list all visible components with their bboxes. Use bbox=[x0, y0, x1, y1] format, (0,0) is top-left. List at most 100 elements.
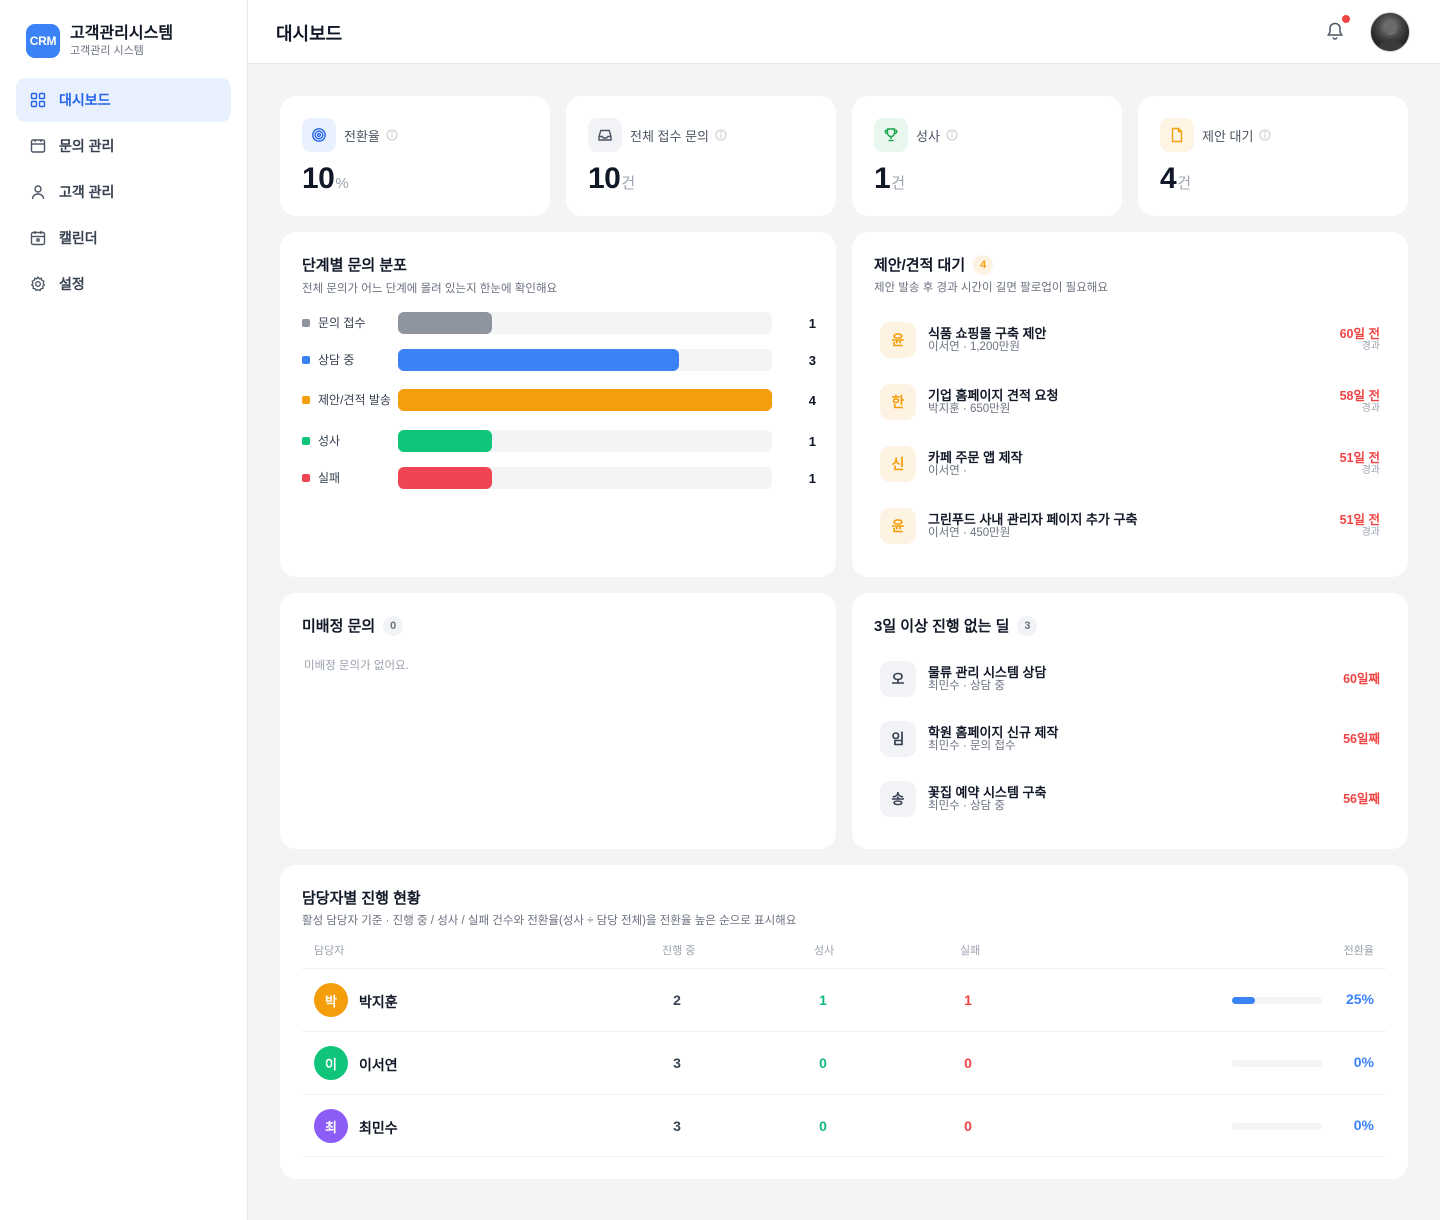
proposal-meta: 이서연 · 1,200만원 bbox=[928, 341, 1020, 353]
stat-label: 제안 대기 bbox=[1202, 128, 1254, 144]
stat-label: 성사 bbox=[916, 128, 940, 144]
legend-dot bbox=[302, 474, 310, 482]
distribution-bar bbox=[398, 430, 492, 452]
elapsed-time: 58일 전 bbox=[1339, 389, 1380, 403]
owner-name: 최민수 bbox=[359, 1120, 398, 1136]
empty-state-text: 미배정 문의가 없어요. bbox=[304, 660, 409, 672]
stalled-deal-item[interactable]: 송 꽃집 예약 시스템 구축 최민수 · 상담 중 56일째 bbox=[880, 779, 1380, 819]
elapsed-time: 51일 전 bbox=[1339, 451, 1380, 465]
lost-count: 1 bbox=[964, 992, 972, 1008]
info-icon[interactable] bbox=[946, 129, 958, 141]
deal-meta: 최민수 · 상담 중 bbox=[928, 800, 1005, 812]
sidebar: CRM 고객관리시스템 고객관리 시스템 대시보드 문의 관리 고객 관리 bbox=[0, 0, 248, 1220]
card-title: 3일 이상 진행 없는 딜 bbox=[874, 618, 1010, 635]
proposal-meta: 이서연 · 450만원 bbox=[928, 527, 1011, 539]
info-icon[interactable] bbox=[1259, 129, 1271, 141]
distribution-bar bbox=[398, 312, 492, 334]
avatar: 한 bbox=[880, 384, 916, 420]
conversion-rate: 25% bbox=[1345, 991, 1374, 1007]
brand[interactable]: CRM 고객관리시스템 고객관리 시스템 bbox=[26, 24, 173, 58]
proposal-title: 식품 쇼핑몰 구축 제안 bbox=[928, 326, 1047, 341]
stalled-deal-item[interactable]: 임 학원 홈페이지 신규 제작 최민수 · 문의 접수 56일째 bbox=[880, 719, 1380, 759]
sidebar-item-customers[interactable]: 고객 관리 bbox=[16, 170, 231, 214]
count-badge: 0 bbox=[383, 615, 404, 636]
user-avatar[interactable] bbox=[1370, 12, 1410, 52]
avatar: 송 bbox=[880, 781, 916, 817]
distribution-value: 1 bbox=[808, 315, 816, 331]
stat-value: 10 bbox=[302, 162, 335, 195]
card-title: 미배정 문의 bbox=[302, 618, 376, 635]
info-icon[interactable] bbox=[386, 129, 398, 141]
proposal-meta: 이서연 · bbox=[928, 465, 967, 477]
column-header-won: 성사 bbox=[814, 945, 835, 957]
distribution-value: 1 bbox=[808, 433, 816, 449]
bell-icon[interactable] bbox=[1324, 20, 1346, 42]
proposal-item[interactable]: 신 카페 주문 앱 제작 이서연 · 51일 전 경과 bbox=[880, 444, 1380, 484]
column-header-lost: 실패 bbox=[960, 945, 981, 957]
file-icon bbox=[1160, 118, 1194, 152]
proposal-item[interactable]: 윤 식품 쇼핑몰 구축 제안 이서연 · 1,200만원 60일 전 경과 bbox=[880, 320, 1380, 360]
stat-value: 4 bbox=[1160, 162, 1177, 195]
deal-title: 학원 홈페이지 신규 제작 bbox=[928, 725, 1059, 740]
legend-dot bbox=[302, 396, 310, 404]
user-icon bbox=[30, 184, 46, 200]
stalled-deal-item[interactable]: 오 물류 관리 시스템 상담 최민수 · 상담 중 60일째 bbox=[880, 659, 1380, 699]
trophy-icon bbox=[874, 118, 908, 152]
stat-unit: % bbox=[335, 175, 349, 192]
sidebar-item-label: 고객 관리 bbox=[59, 184, 115, 200]
elapsed-label: 경과 bbox=[1361, 527, 1380, 538]
sidebar-item-calendar[interactable]: 캘린더 bbox=[16, 216, 231, 260]
legend-dot bbox=[302, 319, 310, 327]
distribution-track bbox=[398, 467, 772, 489]
avatar: 최 bbox=[314, 1109, 348, 1143]
target-icon bbox=[302, 118, 336, 152]
distribution-value: 4 bbox=[808, 392, 816, 408]
stat-label: 전환율 bbox=[344, 128, 380, 144]
stat-card-won: 성사 1 건 bbox=[852, 96, 1122, 216]
grid-icon bbox=[30, 92, 46, 108]
legend-dot bbox=[302, 356, 310, 364]
stalled-days: 56일째 bbox=[1343, 792, 1380, 806]
sidebar-item-dashboard[interactable]: 대시보드 bbox=[16, 78, 231, 122]
avatar: 윤 bbox=[880, 508, 916, 544]
count-badge: 4 bbox=[973, 254, 994, 275]
page-title: 대시보드 bbox=[276, 24, 343, 44]
proposal-meta: 박지훈 · 650만원 bbox=[928, 403, 1011, 415]
inbox-icon bbox=[588, 118, 622, 152]
sidebar-item-settings[interactable]: 설정 bbox=[16, 262, 231, 306]
sidebar-item-inquiries[interactable]: 문의 관리 bbox=[16, 124, 231, 168]
brand-logo: CRM bbox=[26, 24, 60, 58]
stat-unit: 건 bbox=[1177, 175, 1191, 192]
distribution-row: 실패 1 bbox=[302, 466, 816, 490]
distribution-label: 실패 bbox=[318, 471, 341, 485]
info-icon[interactable] bbox=[715, 129, 727, 141]
elapsed-time: 60일 전 bbox=[1339, 327, 1380, 341]
stat-card-total-inquiries: 전체 접수 문의 10 건 bbox=[566, 96, 836, 216]
distribution-track bbox=[398, 430, 772, 452]
conversion-rate-bar bbox=[1232, 997, 1255, 1004]
stalled-deals-card: 3일 이상 진행 없는 딜 3 오 물류 관리 시스템 상담 최민수 · 상담 … bbox=[852, 593, 1408, 849]
card-subtitle: 전체 문의가 어느 단계에 몰려 있는지 한눈에 확인해요 bbox=[302, 283, 558, 295]
brand-title: 고객관리시스템 bbox=[70, 24, 174, 42]
owner-name: 박지훈 bbox=[359, 994, 398, 1010]
sidebar-item-label: 설정 bbox=[59, 276, 85, 292]
elapsed-label: 경과 bbox=[1361, 403, 1380, 414]
distribution-row: 성사 1 bbox=[302, 429, 816, 453]
pending-proposals-card: 제안/견적 대기 4 제안 발송 후 경과 시간이 길면 팔로업이 필요해요 윤… bbox=[852, 232, 1408, 577]
table-row[interactable]: 박 박지훈 2 1 1 25% bbox=[302, 968, 1386, 1031]
in-progress-count: 3 bbox=[673, 1118, 681, 1134]
distribution-bar bbox=[398, 467, 492, 489]
distribution-value: 3 bbox=[808, 352, 816, 368]
proposal-item[interactable]: 윤 그린푸드 사내 관리자 페이지 추가 구축 이서연 · 450만원 51일 … bbox=[880, 506, 1380, 546]
calendar-icon bbox=[30, 230, 46, 246]
distribution-row: 문의 접수 1 bbox=[302, 311, 816, 335]
notification-dot bbox=[1342, 15, 1350, 23]
distribution-row: 제안/견적 발송 4 bbox=[302, 385, 816, 415]
table-row[interactable]: 최 최민수 3 0 0 0% bbox=[302, 1094, 1386, 1157]
owner-progress-card: 담당자별 진행 현황 활성 담당자 기준 · 진행 중 / 성사 / 실패 건수… bbox=[280, 865, 1408, 1179]
table-row[interactable]: 이 이서연 3 0 0 0% bbox=[302, 1031, 1386, 1094]
distribution-label: 상담 중 bbox=[318, 353, 355, 367]
deal-meta: 최민수 · 상담 중 bbox=[928, 680, 1005, 692]
proposal-item[interactable]: 한 기업 홈페이지 견적 요청 박지훈 · 650만원 58일 전 경과 bbox=[880, 382, 1380, 422]
avatar: 윤 bbox=[880, 322, 916, 358]
